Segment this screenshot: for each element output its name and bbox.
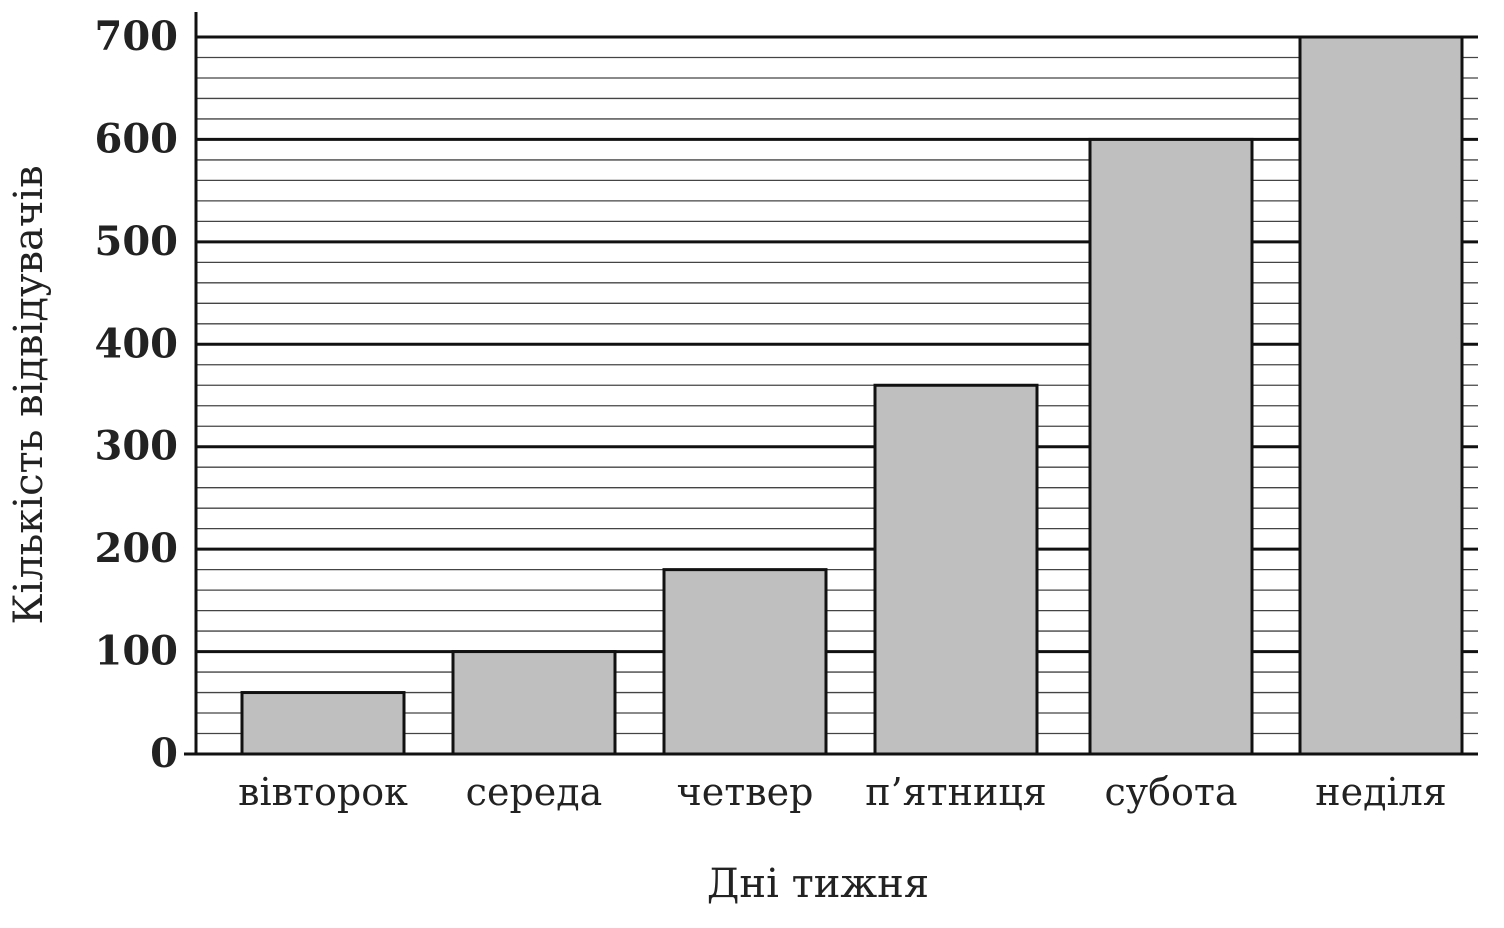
y-tick-label: 300 (95, 423, 179, 470)
x-category-labels: вівторок середа четвер п’ятниця субота неділя (238, 770, 1447, 814)
bar-1 (240, 691, 406, 756)
grid-lines (196, 35, 1478, 756)
bar-6 (1298, 35, 1464, 756)
y-tick-label: 200 (95, 525, 179, 572)
y-tick-label: 0 (150, 730, 178, 777)
y-axis-title: Кількість відвідувачів (6, 165, 52, 624)
y-tick-label: 500 (95, 218, 179, 265)
bar-2 (451, 650, 617, 756)
x-category-label: четвер (677, 770, 814, 814)
bar-3 (662, 568, 828, 756)
x-category-label: п’ятниця (865, 770, 1046, 814)
axes (184, 12, 1478, 756)
x-category-label: субота (1104, 770, 1237, 814)
y-tick-label: 700 (95, 13, 179, 60)
x-category-label: середа (466, 770, 603, 814)
x-category-label: вівторок (238, 770, 408, 814)
y-tick-label: 100 (95, 628, 179, 675)
y-tick-label: 600 (95, 115, 179, 162)
y-tick-labels: 0 100 200 300 400 500 600 700 (95, 13, 179, 777)
bar-4 (873, 383, 1039, 756)
x-category-label: неділя (1315, 770, 1446, 814)
bars-group (240, 35, 1464, 756)
y-tick-label: 400 (95, 320, 179, 367)
x-axis-title: Дні тижня (707, 861, 929, 907)
bar-5 (1088, 137, 1254, 756)
